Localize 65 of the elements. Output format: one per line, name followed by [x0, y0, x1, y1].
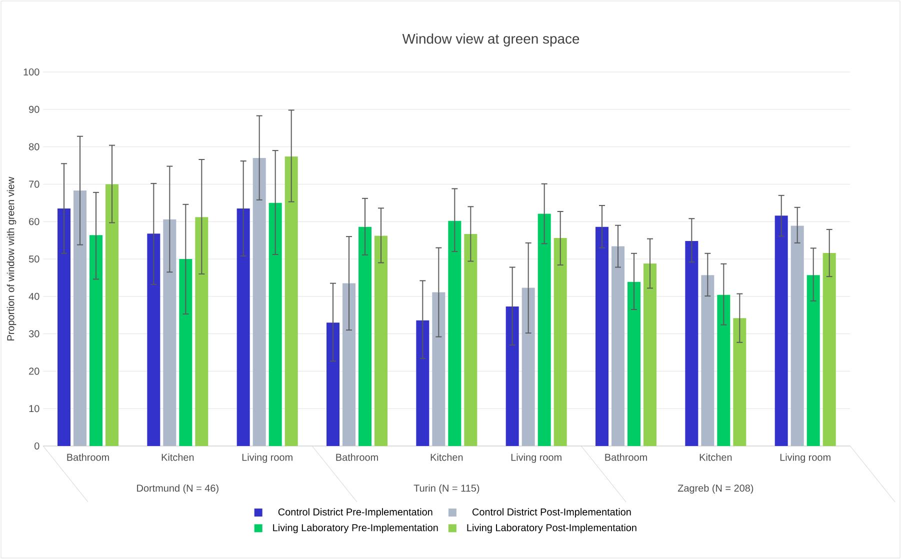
- legend-label: Living Laboratory Pre-Implementation: [273, 524, 438, 534]
- x-tick-label: Kitchen: [162, 454, 194, 461]
- bar: [268, 202, 282, 446]
- y-axis-title: Proportion of window with green view: [6, 176, 16, 340]
- y-tick-label: 50: [28, 255, 40, 263]
- bar: [790, 226, 804, 446]
- bar: [252, 158, 266, 446]
- y-tick-label: 90: [29, 106, 40, 113]
- bar: [74, 190, 86, 446]
- y-tick-label: 70: [29, 180, 40, 188]
- bar: [90, 235, 102, 446]
- bar: [596, 226, 609, 446]
- bar: [106, 184, 118, 446]
- bar: [448, 220, 462, 446]
- x-tick-label: Living room: [242, 454, 292, 463]
- bar: [236, 208, 250, 446]
- bar: [374, 236, 388, 446]
- bar: [822, 253, 836, 446]
- bar: [179, 259, 192, 446]
- text: Dortmund (N = 46): [137, 484, 218, 494]
- y-tick-label: 10: [29, 405, 40, 412]
- y-tick-label: 40: [28, 292, 40, 300]
- y-tick-label: 80: [29, 143, 40, 150]
- bar: [58, 208, 70, 446]
- bar: [644, 263, 657, 446]
- y-tick-label: 100: [24, 68, 40, 76]
- legend-label: Control District Post-Implementation: [472, 508, 631, 518]
- bar: [628, 282, 641, 446]
- legend-label: Living Laboratory Post-Implementation: [467, 524, 636, 534]
- bar: [464, 234, 478, 446]
- bar: [506, 306, 519, 446]
- x-tick-label: Bathroom: [67, 454, 109, 461]
- bar: [432, 292, 446, 446]
- x-tick-label: Kitchen: [430, 454, 463, 461]
- bar: [717, 294, 730, 446]
- bar: [284, 156, 298, 446]
- legend-label: Control District Pre-Implementation: [278, 508, 432, 518]
- bar: [342, 283, 356, 446]
- x-tick-label: Bathroom: [605, 454, 647, 461]
- bar: [416, 320, 430, 446]
- bar: [612, 246, 625, 446]
- bar: [326, 322, 340, 446]
- bar: [358, 226, 372, 446]
- bar: [163, 219, 176, 446]
- y-tick-label: 20: [29, 368, 40, 375]
- bar: [522, 288, 535, 446]
- bar: [774, 216, 788, 446]
- bar: [806, 275, 820, 446]
- x-tick-label: Kitchen: [700, 454, 732, 461]
- x-tick-label: Bathroom: [336, 454, 378, 461]
- text: Turin (N = 115): [414, 484, 480, 494]
- y-tick-label: 30: [28, 330, 40, 338]
- y-tick-label: 0: [34, 442, 40, 450]
- bar: [195, 217, 208, 446]
- bar: [538, 214, 551, 446]
- chart-title: Window view at green space: [402, 33, 580, 46]
- bar: [147, 234, 160, 446]
- bar: [733, 318, 746, 446]
- bar: [554, 238, 567, 446]
- text: Zagreb (N = 208): [678, 484, 754, 494]
- x-tick-label: Living room: [511, 454, 562, 463]
- bar: [685, 241, 698, 446]
- bar: [701, 275, 714, 446]
- x-tick-label: Living room: [780, 454, 830, 463]
- y-tick-label: 60: [29, 218, 40, 226]
